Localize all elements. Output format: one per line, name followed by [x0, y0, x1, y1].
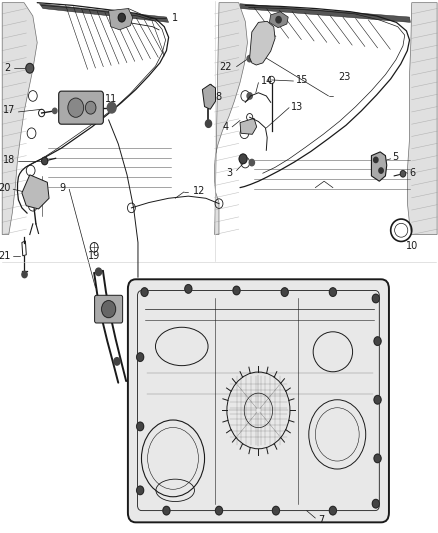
- Text: 21: 21: [0, 251, 11, 261]
- Circle shape: [329, 506, 336, 515]
- Text: 23: 23: [338, 72, 350, 82]
- Circle shape: [247, 93, 252, 99]
- Circle shape: [95, 268, 102, 276]
- Text: 1: 1: [172, 13, 178, 22]
- Circle shape: [137, 486, 144, 495]
- Circle shape: [114, 358, 120, 365]
- Text: 18: 18: [3, 155, 15, 165]
- Circle shape: [372, 294, 379, 303]
- Polygon shape: [39, 4, 169, 22]
- Circle shape: [53, 108, 57, 114]
- Text: 14: 14: [261, 76, 273, 86]
- Circle shape: [239, 154, 247, 164]
- Circle shape: [329, 288, 336, 296]
- Text: 20: 20: [0, 183, 11, 192]
- Circle shape: [137, 353, 144, 361]
- Circle shape: [215, 506, 223, 515]
- Text: 13: 13: [291, 102, 304, 111]
- Text: 7: 7: [318, 515, 324, 525]
- Text: 17: 17: [3, 106, 15, 115]
- Polygon shape: [240, 118, 257, 134]
- Polygon shape: [250, 21, 275, 65]
- Polygon shape: [269, 12, 288, 28]
- Text: 8: 8: [215, 92, 222, 102]
- Text: 2: 2: [5, 63, 11, 73]
- Polygon shape: [202, 84, 215, 109]
- Text: 5: 5: [392, 152, 399, 162]
- Polygon shape: [371, 152, 387, 181]
- Circle shape: [103, 313, 109, 320]
- Text: 22: 22: [219, 62, 232, 71]
- Circle shape: [107, 102, 116, 113]
- Polygon shape: [109, 9, 133, 30]
- Text: 11: 11: [105, 94, 117, 103]
- Circle shape: [247, 55, 252, 62]
- Text: 9: 9: [60, 183, 66, 192]
- Circle shape: [272, 506, 279, 515]
- Circle shape: [374, 395, 381, 404]
- Circle shape: [102, 301, 116, 318]
- FancyBboxPatch shape: [59, 91, 103, 124]
- Text: 6: 6: [409, 168, 415, 178]
- Circle shape: [185, 285, 192, 293]
- Circle shape: [141, 288, 148, 296]
- Circle shape: [205, 120, 212, 127]
- Polygon shape: [240, 4, 410, 22]
- Text: 10: 10: [406, 241, 418, 251]
- Circle shape: [137, 422, 144, 431]
- Polygon shape: [215, 3, 247, 235]
- Circle shape: [249, 125, 254, 131]
- Circle shape: [233, 286, 240, 295]
- Circle shape: [249, 159, 254, 166]
- Circle shape: [374, 454, 381, 463]
- Circle shape: [42, 157, 48, 165]
- Polygon shape: [22, 175, 49, 209]
- Text: 3: 3: [226, 168, 232, 178]
- Text: 19: 19: [88, 251, 100, 261]
- Circle shape: [163, 506, 170, 515]
- Circle shape: [68, 98, 84, 117]
- FancyBboxPatch shape: [128, 279, 389, 522]
- Circle shape: [400, 171, 406, 177]
- Circle shape: [85, 101, 96, 114]
- Circle shape: [374, 337, 381, 345]
- FancyBboxPatch shape: [95, 295, 123, 323]
- Polygon shape: [407, 3, 437, 235]
- Polygon shape: [2, 3, 37, 235]
- Circle shape: [281, 288, 288, 296]
- Circle shape: [118, 13, 125, 22]
- Circle shape: [22, 271, 27, 278]
- Circle shape: [379, 168, 383, 173]
- Circle shape: [26, 63, 34, 73]
- Text: 12: 12: [193, 186, 205, 196]
- Circle shape: [374, 157, 378, 163]
- Circle shape: [276, 17, 281, 23]
- Text: 4: 4: [223, 122, 229, 132]
- Circle shape: [372, 499, 379, 508]
- Text: 15: 15: [296, 75, 308, 85]
